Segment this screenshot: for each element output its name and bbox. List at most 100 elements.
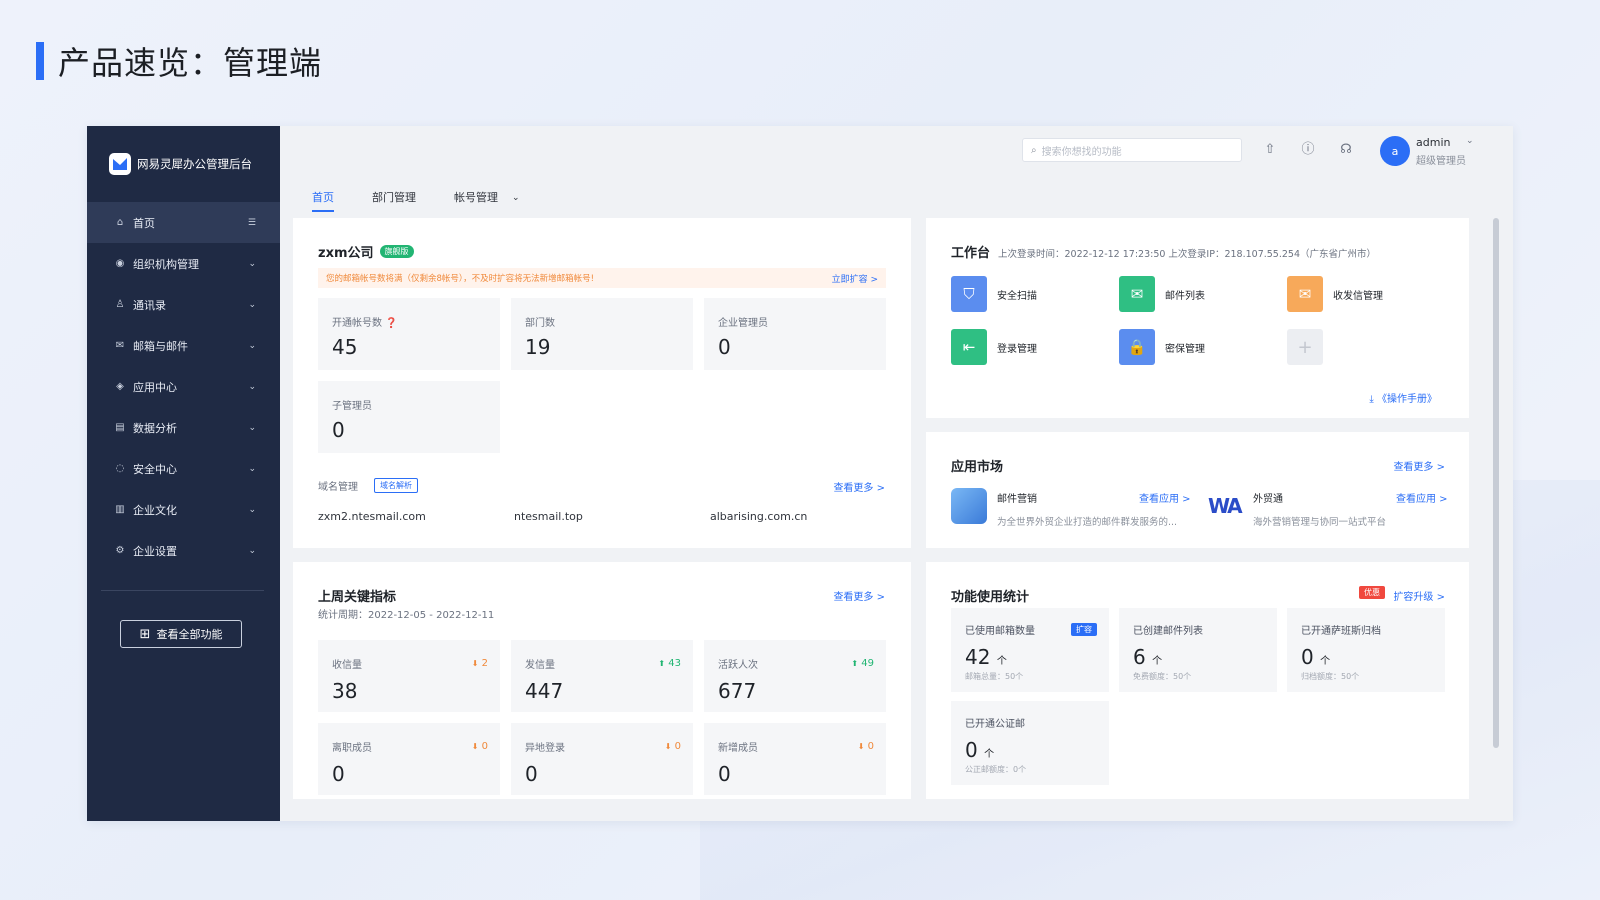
kpi-tile: 收信量 ⬇ 2 38	[318, 640, 500, 712]
usage-unit: 个	[1152, 656, 1163, 667]
chevron-down-icon[interactable]: ⌄	[248, 340, 256, 351]
sidebar-item-label: 数据分析	[133, 421, 177, 435]
domains-more-link[interactable]: 查看更多 >	[833, 483, 885, 494]
brand[interactable]: 网易灵犀办公管理后台	[87, 126, 280, 202]
kpi-title: 上周关键指标	[318, 590, 397, 605]
kpi-value: 0	[718, 762, 731, 786]
home-icon: ⌂	[116, 217, 124, 228]
sidebar-item[interactable]: ◈ 应用中心 ⌄	[87, 366, 280, 407]
workbench-item-security-question[interactable]: 🔒 密保管理	[1119, 329, 1205, 365]
upload-icon[interactable]: ⇧	[1264, 142, 1276, 157]
help-icon[interactable]: ⓘ	[1301, 142, 1315, 157]
stat-enterprise-admins: 企业管理员 0	[704, 298, 886, 370]
workbench-item-login-management[interactable]: ⇤ 登录管理	[951, 329, 1037, 365]
sidebar-item[interactable]: ▤ 数据分析 ⌄	[87, 407, 280, 448]
stat-value: 19	[525, 335, 551, 359]
sidebar-item-label: 首页	[133, 216, 155, 230]
sidebar-item[interactable]: ♙ 通讯录 ⌄	[87, 284, 280, 325]
workbench-item-label: 收发信管理	[1333, 290, 1383, 302]
sidebar-item[interactable]: ◌ 安全中心 ⌄	[87, 448, 280, 489]
tab-accounts[interactable]: 帐号管理	[454, 191, 498, 204]
usage-tile: 已开通萨班斯归档 0 个归档额度：50个	[1287, 608, 1445, 692]
operation-manual-link[interactable]: ⤓ 《操作手册》	[1369, 390, 1437, 405]
plus-icon: +	[1287, 329, 1323, 365]
tab-home[interactable]: 首页	[312, 178, 334, 218]
arrow-down-icon: ⬇	[471, 742, 479, 751]
chevron-down-icon[interactable]: ⌄	[1466, 136, 1474, 146]
kpi-delta-value: 0	[674, 741, 681, 752]
kpi-delta: ⬇ 0	[665, 741, 681, 752]
security-icon: ◌	[115, 463, 125, 474]
top-bar: ⌕ 搜索你想找的功能 ⇧ ⓘ ☊ a admin ⌄ 超级管理员	[280, 126, 1513, 178]
kpi-tile: 发信量 ⬆ 43 447	[511, 640, 693, 712]
headset-icon[interactable]: ☊	[1340, 142, 1352, 157]
workbench-card: 工作台 上次登录时间：2022-12-12 17:23:50 上次登录IP：21…	[926, 218, 1469, 418]
workbench-item-security-scan[interactable]: ⛉ 安全扫描	[951, 276, 1037, 312]
chevron-down-icon[interactable]: ⌄	[248, 381, 256, 392]
sidebar-item[interactable]: ⚙ 企业设置 ⌄	[87, 530, 280, 571]
main-area: ⌕ 搜索你想找的功能 ⇧ ⓘ ☊ a admin ⌄ 超级管理员 首页 部门管理…	[280, 126, 1513, 821]
slide-title-text: 产品速览：管理端	[58, 44, 323, 82]
domain-resolve-badge[interactable]: 域名解析	[374, 478, 418, 493]
workbench-item-label: 安全扫描	[997, 290, 1037, 302]
kpi-value: 0	[525, 762, 538, 786]
arrow-down-icon: ⬇	[471, 659, 479, 668]
view-app-link[interactable]: 查看应用 >	[1139, 494, 1191, 505]
chevron-down-icon[interactable]: ⌄	[248, 545, 256, 556]
sidebar-item[interactable]: ✉ 邮箱与邮件 ⌄	[87, 325, 280, 366]
chevron-down-icon[interactable]: ⌄	[248, 299, 256, 310]
usage-label: 已创建邮件列表	[1133, 626, 1203, 637]
mail-icon: ✉	[115, 340, 125, 351]
view-all-features-label: 查看全部功能	[156, 628, 223, 641]
usage-quota: 免费额度：50个	[1133, 672, 1192, 681]
expand-now-link[interactable]: 立即扩容 >	[831, 274, 878, 285]
upgrade-link[interactable]: 扩容升级 >	[1393, 592, 1445, 603]
avatar[interactable]: a	[1380, 136, 1410, 166]
warning-text: 您的邮箱帐号数将满（仅剩余8帐号），不及时扩容将无法新增邮箱帐号!	[326, 274, 595, 284]
download-icon: ⤓	[1369, 394, 1374, 405]
view-all-features-button[interactable]: ⊞ 查看全部功能	[120, 620, 242, 648]
expand-badge[interactable]: 扩容	[1071, 623, 1097, 636]
view-app-link[interactable]: 查看应用 >	[1396, 494, 1448, 505]
arrow-down-icon: ⬇	[857, 742, 865, 751]
chevron-down-icon[interactable]: ⌄	[248, 463, 256, 474]
search-input[interactable]: ⌕ 搜索你想找的功能	[1022, 138, 1242, 162]
usage-unit: 个	[996, 656, 1007, 667]
workbench-item-send-receive[interactable]: ✉ 收发信管理	[1287, 276, 1383, 312]
app-name: 外贸通	[1253, 494, 1283, 505]
question-icon[interactable]: ❓	[385, 318, 398, 329]
arrow-down-icon: ⬇	[664, 742, 672, 751]
main-scrollbar[interactable]	[1493, 218, 1499, 748]
kpi-delta-value: 0	[867, 741, 874, 752]
tab-departments[interactable]: 部门管理	[372, 191, 416, 204]
user-name[interactable]: admin	[1416, 136, 1451, 149]
stat-departments: 部门数 19	[511, 298, 693, 370]
slide-title: 产品速览：管理端	[36, 38, 322, 84]
org-icon: ◉	[115, 258, 125, 269]
market-more-link[interactable]: 查看更多 >	[1393, 462, 1445, 473]
kpi-more-link[interactable]: 查看更多 >	[833, 592, 885, 603]
avatar-letter: a	[1391, 144, 1399, 158]
sidebar-item[interactable]: ▥ 企业文化 ⌄	[87, 489, 280, 530]
chevron-down-icon[interactable]: ⌄	[248, 258, 256, 269]
usage-value: 6 个	[1133, 645, 1263, 669]
sidebar-item[interactable]: ◉ 组织机构管理 ⌄	[87, 243, 280, 284]
sidebar-item[interactable]: ⌂ 首页 ☰	[87, 202, 280, 243]
chevron-down-icon[interactable]: ⌄	[248, 504, 256, 515]
admin-app-window: 网易灵犀办公管理后台 ⌂ 首页 ☰ ◉ 组织机构管理 ⌄ ♙ 通讯录 ⌄ ✉ 邮箱与邮件 ⌄ ◈ 应用中心…	[87, 126, 1513, 821]
add-shortcut-button[interactable]: +	[1287, 329, 1333, 365]
shield-icon: ⛉	[951, 276, 987, 312]
feature-usage-card: 功能使用统计 优惠 扩容升级 > 已使用邮箱数量 扩容 42 个邮箱总量：50个 已创…	[926, 562, 1469, 799]
kpi-delta-value: 49	[861, 658, 874, 669]
usage-quota: 邮箱总量：50个	[965, 672, 1024, 681]
usage-value: 0 个	[965, 738, 1095, 762]
tabs-more-chevron-icon[interactable]: ⌄	[512, 193, 520, 203]
sidebar: 网易灵犀办公管理后台 ⌂ 首页 ☰ ◉ 组织机构管理 ⌄ ♙ 通讯录 ⌄ ✉ 邮箱与邮件 ⌄ ◈ 应用中心…	[87, 126, 280, 821]
usage-label: 已使用邮箱数量	[965, 626, 1035, 637]
chevron-down-icon[interactable]: ⌄	[248, 422, 256, 433]
workbench-item-mail-list[interactable]: ✉ 邮件列表	[1119, 276, 1205, 312]
collapse-menu-icon[interactable]: ☰	[247, 217, 256, 228]
stat-label: 子管理员	[332, 401, 372, 412]
usage-label: 已开通萨班斯归档	[1301, 626, 1381, 637]
